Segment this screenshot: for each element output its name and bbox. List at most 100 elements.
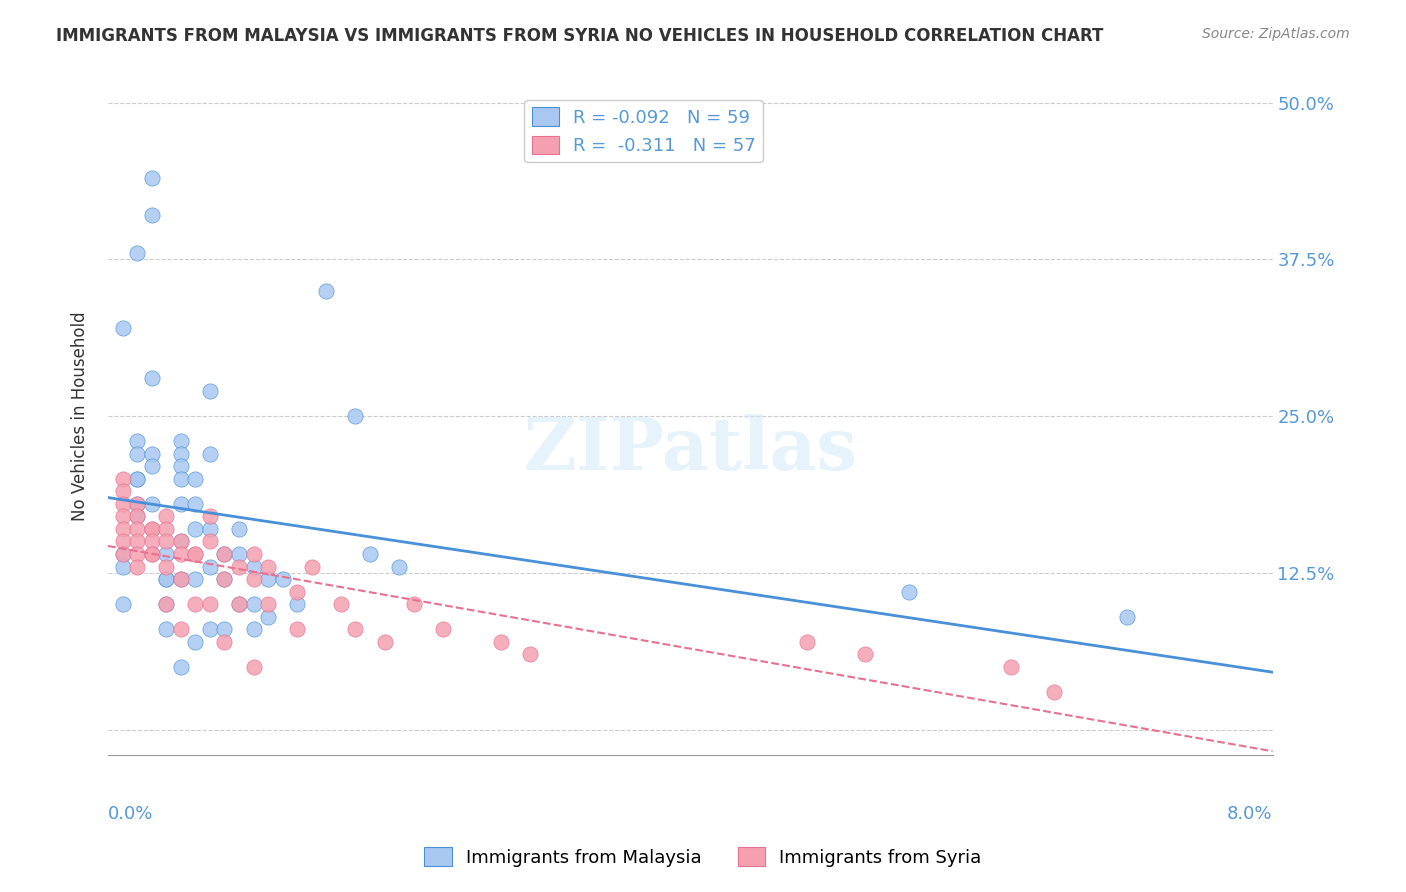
Immigrants from Syria: [257, 559, 280, 574]
Immigrants from Syria: [853, 648, 876, 662]
Immigrants from Syria: [127, 559, 149, 574]
Immigrants from Syria: [155, 559, 177, 574]
Immigrants from Syria: [198, 597, 221, 611]
Immigrants from Malaysia: [359, 547, 381, 561]
Immigrants from Syria: [111, 497, 134, 511]
Immigrants from Syria: [214, 547, 236, 561]
Immigrants from Malaysia: [170, 472, 193, 486]
Immigrants from Syria: [155, 534, 177, 549]
Text: ZIPatlas: ZIPatlas: [523, 415, 858, 485]
Immigrants from Syria: [141, 534, 163, 549]
Immigrants from Syria: [127, 547, 149, 561]
Immigrants from Malaysia: [170, 572, 193, 586]
Immigrants from Syria: [285, 622, 308, 636]
Immigrants from Syria: [141, 522, 163, 536]
Legend: R = -0.092   N = 59, R =  -0.311   N = 57: R = -0.092 N = 59, R = -0.311 N = 57: [524, 100, 763, 162]
Immigrants from Syria: [1000, 660, 1022, 674]
Immigrants from Malaysia: [127, 497, 149, 511]
Legend: Immigrants from Malaysia, Immigrants from Syria: Immigrants from Malaysia, Immigrants fro…: [418, 840, 988, 874]
Immigrants from Syria: [198, 534, 221, 549]
Immigrants from Malaysia: [198, 559, 221, 574]
Immigrants from Malaysia: [285, 597, 308, 611]
Immigrants from Malaysia: [155, 572, 177, 586]
Immigrants from Malaysia: [155, 622, 177, 636]
Immigrants from Malaysia: [184, 497, 207, 511]
Text: IMMIGRANTS FROM MALAYSIA VS IMMIGRANTS FROM SYRIA NO VEHICLES IN HOUSEHOLD CORRE: IMMIGRANTS FROM MALAYSIA VS IMMIGRANTS F…: [56, 27, 1104, 45]
Immigrants from Syria: [111, 547, 134, 561]
Immigrants from Syria: [111, 484, 134, 499]
Immigrants from Malaysia: [155, 572, 177, 586]
Immigrants from Malaysia: [228, 597, 250, 611]
Immigrants from Syria: [155, 597, 177, 611]
Immigrants from Malaysia: [228, 547, 250, 561]
Immigrants from Malaysia: [184, 572, 207, 586]
Immigrants from Malaysia: [257, 572, 280, 586]
Immigrants from Syria: [489, 634, 512, 648]
Immigrants from Malaysia: [155, 547, 177, 561]
Immigrants from Syria: [170, 572, 193, 586]
Immigrants from Malaysia: [242, 622, 264, 636]
Immigrants from Malaysia: [184, 522, 207, 536]
Immigrants from Malaysia: [127, 472, 149, 486]
Immigrants from Malaysia: [214, 547, 236, 561]
Immigrants from Syria: [141, 547, 163, 561]
Immigrants from Malaysia: [111, 559, 134, 574]
Immigrants from Malaysia: [271, 572, 294, 586]
Immigrants from Syria: [285, 584, 308, 599]
Immigrants from Malaysia: [897, 584, 920, 599]
Immigrants from Malaysia: [198, 522, 221, 536]
Immigrants from Syria: [329, 597, 352, 611]
Immigrants from Syria: [141, 522, 163, 536]
Immigrants from Malaysia: [184, 472, 207, 486]
Immigrants from Malaysia: [198, 447, 221, 461]
Immigrants from Syria: [111, 472, 134, 486]
Immigrants from Malaysia: [155, 597, 177, 611]
Immigrants from Syria: [301, 559, 323, 574]
Immigrants from Syria: [127, 534, 149, 549]
Immigrants from Syria: [796, 634, 818, 648]
Immigrants from Syria: [242, 547, 264, 561]
Immigrants from Syria: [432, 622, 454, 636]
Immigrants from Malaysia: [141, 497, 163, 511]
Immigrants from Syria: [228, 559, 250, 574]
Immigrants from Syria: [155, 509, 177, 524]
Immigrants from Malaysia: [141, 459, 163, 474]
Immigrants from Malaysia: [127, 246, 149, 260]
Immigrants from Malaysia: [141, 170, 163, 185]
Immigrants from Malaysia: [214, 622, 236, 636]
Immigrants from Syria: [242, 660, 264, 674]
Text: 0.0%: 0.0%: [108, 805, 153, 822]
Immigrants from Malaysia: [198, 384, 221, 398]
Immigrants from Syria: [257, 597, 280, 611]
Immigrants from Malaysia: [170, 497, 193, 511]
Immigrants from Syria: [111, 509, 134, 524]
Immigrants from Malaysia: [127, 509, 149, 524]
Immigrants from Syria: [170, 622, 193, 636]
Immigrants from Malaysia: [184, 634, 207, 648]
Text: Source: ZipAtlas.com: Source: ZipAtlas.com: [1202, 27, 1350, 41]
Immigrants from Syria: [184, 547, 207, 561]
Immigrants from Syria: [141, 547, 163, 561]
Immigrants from Malaysia: [127, 472, 149, 486]
Immigrants from Malaysia: [111, 547, 134, 561]
Immigrants from Malaysia: [388, 559, 411, 574]
Immigrants from Syria: [242, 572, 264, 586]
Immigrants from Malaysia: [111, 597, 134, 611]
Immigrants from Malaysia: [257, 609, 280, 624]
Immigrants from Syria: [127, 509, 149, 524]
Immigrants from Malaysia: [170, 434, 193, 449]
Immigrants from Malaysia: [242, 597, 264, 611]
Immigrants from Syria: [155, 522, 177, 536]
Immigrants from Malaysia: [111, 321, 134, 335]
Immigrants from Syria: [214, 572, 236, 586]
Immigrants from Syria: [127, 522, 149, 536]
Immigrants from Malaysia: [170, 447, 193, 461]
Immigrants from Malaysia: [141, 447, 163, 461]
Immigrants from Syria: [402, 597, 425, 611]
Immigrants from Syria: [184, 547, 207, 561]
Immigrants from Malaysia: [141, 208, 163, 222]
Immigrants from Syria: [228, 597, 250, 611]
Immigrants from Malaysia: [141, 371, 163, 385]
Immigrants from Malaysia: [170, 660, 193, 674]
Immigrants from Syria: [214, 634, 236, 648]
